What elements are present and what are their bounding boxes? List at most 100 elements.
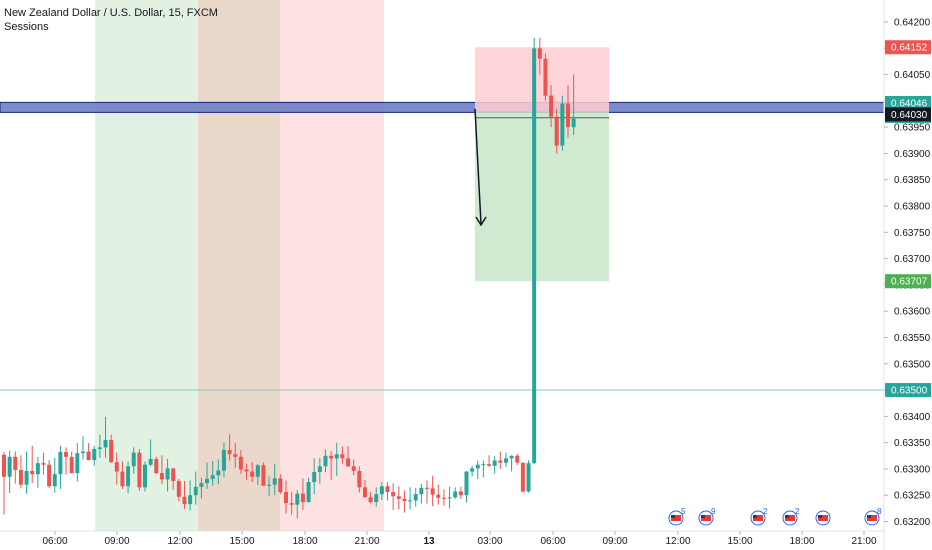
candle — [532, 37, 537, 465]
event-flag-icon[interactable]: 2 — [750, 507, 768, 526]
candle-body — [379, 486, 384, 495]
trend-arrow-head[interactable] — [475, 216, 487, 227]
time-tick-label: 21:00 — [851, 536, 876, 547]
price-tick-label: 0.63500 — [894, 359, 931, 370]
candle-body — [396, 496, 401, 499]
candle-body — [58, 452, 63, 475]
candle — [543, 53, 548, 101]
candle-body — [537, 48, 542, 59]
price-axis[interactable]: 0.642000.641000.640500.640000.639500.639… — [883, 0, 931, 550]
candle — [509, 455, 514, 472]
candle — [205, 462, 210, 489]
candle-body — [481, 464, 486, 466]
candle-body — [176, 481, 181, 497]
price-tag-bg — [885, 95, 931, 110]
session-overlap — [198, 0, 280, 531]
drawing-tools[interactable] — [474, 108, 487, 227]
candle-body — [7, 456, 12, 477]
candle-body — [193, 486, 198, 496]
candle — [351, 459, 356, 476]
trend-arrow-line[interactable] — [474, 108, 482, 225]
indicator-label[interactable]: Sessions — [4, 21, 49, 33]
candle — [41, 452, 46, 475]
price-tick-label: 0.63250 — [894, 491, 931, 502]
event-flag-icon[interactable]: 5 — [668, 507, 686, 526]
candle — [86, 443, 91, 461]
candle-body — [374, 494, 379, 503]
stop-loss-zone[interactable] — [475, 47, 609, 112]
candle-body — [346, 458, 351, 467]
flag-stripes — [818, 515, 828, 521]
event-flag-icon[interactable]: 8 — [864, 507, 882, 526]
time-tick-label: 18:00 — [789, 536, 814, 547]
price-tag[interactable]: 0.64152 — [885, 40, 931, 55]
candle-body — [86, 451, 91, 460]
candle — [549, 85, 554, 128]
time-tick-label: 12:00 — [167, 536, 192, 547]
candle — [64, 447, 69, 475]
candle-body — [205, 478, 210, 484]
candle — [159, 455, 164, 485]
candle — [408, 487, 413, 510]
price-tag-bg — [885, 274, 931, 289]
price-tick-label: 0.63550 — [894, 333, 931, 344]
candle-body — [362, 487, 367, 498]
candle-body — [554, 116, 559, 146]
candle-body — [402, 498, 407, 501]
candle — [221, 442, 226, 478]
event-markers[interactable]: 5 9 2 2 8 — [668, 507, 882, 526]
time-tick-label: 09:00 — [104, 536, 129, 547]
candle-body — [498, 460, 503, 463]
candle — [18, 455, 23, 489]
price-tag-bg — [885, 107, 931, 122]
candle — [447, 486, 452, 509]
price-tag[interactable]: 0.64030 — [885, 107, 931, 122]
price-tick-label: 0.63200 — [894, 517, 931, 528]
event-flag-icon[interactable]: 9 — [698, 507, 716, 526]
candle — [233, 442, 238, 468]
candle — [97, 434, 102, 458]
candle-body — [289, 503, 294, 505]
candle — [464, 471, 469, 503]
price-tag[interactable]: 0.64046 — [885, 95, 931, 110]
price-tick-label: 0.63950 — [894, 123, 931, 134]
flag-stripes — [701, 515, 711, 521]
time-tick-label: 15:00 — [229, 536, 254, 547]
price-tick-label: 0.63700 — [894, 254, 931, 265]
candle — [143, 461, 147, 492]
take-profit-zone[interactable] — [475, 111, 609, 282]
candle — [35, 456, 40, 488]
price-tag-label: 0.63707 — [891, 277, 928, 288]
candle — [503, 452, 508, 467]
flag-stripes — [785, 515, 795, 521]
event-count: 2 — [763, 507, 768, 516]
event-flag-icon[interactable]: 2 — [782, 507, 800, 526]
candle-body — [221, 449, 226, 471]
symbol-title[interactable]: New Zealand Dollar / U.S. Dollar, 15, FX… — [4, 7, 218, 19]
price-tag[interactable]: 0.63500 — [885, 383, 931, 398]
candle-body — [520, 462, 525, 492]
event-flag-icon[interactable] — [815, 510, 831, 526]
candle-body — [13, 456, 18, 470]
candle — [80, 436, 85, 460]
candle-body — [368, 497, 373, 503]
candle — [69, 451, 74, 474]
candle-body — [334, 454, 339, 459]
candle-body — [52, 474, 57, 487]
candle — [317, 457, 322, 484]
price-tag[interactable]: 0.63707 — [885, 274, 931, 289]
candle-body — [143, 464, 147, 488]
price-tick-label: 0.63400 — [894, 412, 931, 423]
time-axis[interactable]: 06:00 09:00 12:00 15:00 18:00 21:00 13 03:00 06:… — [0, 530, 884, 547]
time-tick-label: 21:00 — [354, 536, 379, 547]
candle-body — [92, 448, 97, 460]
candle — [193, 471, 198, 505]
supply-zone-rect[interactable] — [0, 101, 885, 113]
candle — [75, 443, 80, 482]
price-tick-label: 0.64200 — [894, 18, 931, 29]
candle — [419, 483, 424, 504]
candle-body — [75, 453, 80, 474]
candle-body — [566, 103, 570, 128]
price-tick-label: 0.63350 — [894, 438, 931, 449]
